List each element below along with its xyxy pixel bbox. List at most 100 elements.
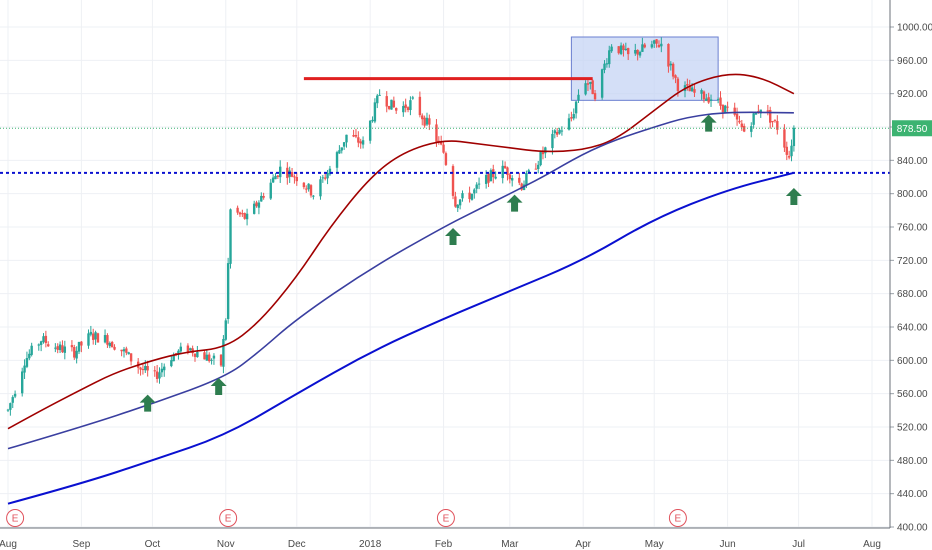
candle-body bbox=[643, 44, 646, 48]
candle-body bbox=[335, 152, 339, 168]
candle-body bbox=[671, 63, 675, 77]
candle-body bbox=[411, 97, 414, 99]
candle-body bbox=[473, 189, 476, 194]
candle-body bbox=[686, 84, 689, 86]
candle-body bbox=[257, 202, 261, 208]
candle-body bbox=[390, 99, 393, 110]
candle-body bbox=[75, 350, 78, 359]
candle-body bbox=[406, 107, 410, 111]
candle-body bbox=[435, 124, 438, 142]
candle-body bbox=[63, 346, 67, 353]
candle-body bbox=[754, 112, 758, 115]
candle-body bbox=[229, 209, 232, 264]
candle-body bbox=[574, 101, 578, 114]
y-tick-label: 520.00 bbox=[897, 423, 928, 434]
candle-body bbox=[558, 129, 561, 134]
y-tick-label: 960.00 bbox=[897, 56, 928, 67]
candle-body bbox=[721, 104, 725, 113]
candle-body bbox=[9, 403, 12, 410]
candle-body bbox=[191, 348, 194, 354]
candle-body bbox=[25, 358, 29, 367]
candle-body bbox=[371, 119, 374, 122]
candle-body bbox=[619, 45, 623, 54]
candle-body bbox=[357, 137, 360, 143]
candle-body bbox=[705, 98, 708, 101]
candle-body bbox=[359, 141, 362, 144]
candle-body bbox=[241, 213, 244, 215]
candle-body bbox=[603, 63, 606, 70]
candle-body bbox=[541, 151, 545, 155]
candle-body bbox=[418, 96, 422, 116]
candle-body bbox=[208, 354, 211, 362]
candle-body bbox=[110, 342, 114, 348]
candle-body bbox=[54, 347, 57, 349]
candle-body bbox=[451, 166, 455, 196]
candle-body bbox=[638, 51, 642, 56]
candle-body bbox=[740, 123, 744, 128]
candle-body bbox=[660, 43, 663, 47]
candle-body bbox=[245, 213, 249, 220]
candle-body bbox=[700, 90, 703, 94]
candle-body bbox=[205, 354, 209, 361]
candle-body bbox=[487, 173, 490, 183]
moving-average-line-2 bbox=[7, 111, 794, 450]
candle-body bbox=[295, 177, 298, 182]
candle-body bbox=[735, 113, 739, 120]
candle-body bbox=[508, 174, 512, 180]
candle-body bbox=[593, 93, 597, 100]
y-tick-label: 680.00 bbox=[897, 289, 928, 300]
candle-body bbox=[378, 94, 381, 96]
candle-body bbox=[439, 142, 443, 145]
x-tick-label: Sep bbox=[72, 539, 90, 550]
candle-body bbox=[553, 130, 557, 134]
candle-body bbox=[674, 75, 677, 79]
candle-body bbox=[368, 120, 372, 141]
candle-body bbox=[690, 87, 694, 92]
candle-body bbox=[475, 184, 478, 189]
candle-body bbox=[120, 349, 123, 352]
candle-body bbox=[404, 104, 407, 108]
candle-body bbox=[437, 140, 441, 142]
x-tick-label: Aug bbox=[0, 539, 17, 550]
candle-body bbox=[634, 50, 637, 54]
candle-body bbox=[255, 202, 258, 207]
candle-body bbox=[454, 196, 457, 207]
candle-body bbox=[172, 354, 175, 362]
grid bbox=[0, 0, 890, 528]
candle-body bbox=[537, 164, 540, 170]
candle-body bbox=[243, 213, 246, 219]
candle-body bbox=[527, 170, 530, 173]
x-tick-label: Feb bbox=[435, 539, 453, 550]
candle-body bbox=[238, 212, 242, 215]
candle-body bbox=[342, 142, 346, 147]
candle-body bbox=[141, 369, 145, 371]
candle-body bbox=[89, 331, 93, 335]
candle-body bbox=[605, 63, 609, 65]
candle-body bbox=[219, 354, 223, 366]
candle-body bbox=[653, 40, 656, 44]
candle-body bbox=[773, 120, 777, 122]
candle-body bbox=[577, 94, 580, 101]
candle-body bbox=[286, 167, 289, 179]
candle-body bbox=[726, 106, 729, 108]
candle-body bbox=[323, 177, 327, 179]
candle-body bbox=[103, 335, 107, 343]
candle-body bbox=[345, 134, 348, 143]
candle-body bbox=[385, 96, 388, 107]
candle-body bbox=[395, 108, 398, 111]
candle-body bbox=[752, 113, 755, 125]
candle-body bbox=[144, 365, 147, 371]
candle-body bbox=[551, 133, 554, 149]
candle-body bbox=[87, 333, 90, 346]
candle-body bbox=[58, 344, 62, 351]
candle-body bbox=[212, 355, 216, 359]
candle-body bbox=[518, 177, 521, 183]
candle-body bbox=[657, 44, 661, 48]
earnings-marker bbox=[6, 509, 25, 527]
y-tick-label: 760.00 bbox=[897, 223, 928, 234]
candle-body bbox=[719, 97, 722, 106]
candle-body bbox=[307, 183, 310, 190]
candle-body bbox=[23, 365, 26, 373]
candle-body bbox=[224, 320, 227, 340]
